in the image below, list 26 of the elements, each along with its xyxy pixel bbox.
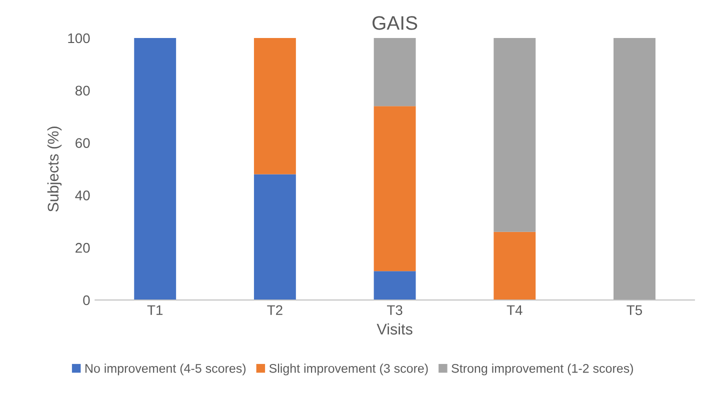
bar — [374, 106, 416, 272]
y-tick-label: 60 — [76, 138, 90, 148]
legend-label: Slight improvement (3 score) — [269, 364, 428, 376]
x-tick-label: T1 — [147, 305, 163, 315]
y-tick-label: 20 — [76, 242, 90, 253]
x-tick-label: T3 — [387, 305, 402, 316]
x-tick-label: T4 — [506, 305, 522, 315]
x-tick-label: T2 — [267, 305, 282, 315]
bar — [134, 38, 176, 300]
chart-title: GAIS — [372, 16, 418, 30]
bar — [374, 38, 416, 106]
bar — [254, 38, 296, 174]
x-tick-label: T5 — [626, 305, 642, 316]
legend-label: Strong improvement (1-2 scores) — [452, 364, 633, 376]
bar — [254, 174, 296, 300]
x-axis-title: Visits — [376, 323, 412, 335]
bar — [494, 38, 536, 232]
bar — [494, 232, 536, 300]
y-tick-label: 0 — [83, 295, 90, 306]
y-tick-label: 80 — [75, 86, 90, 96]
y-tick-label: 100 — [68, 33, 90, 44]
bar — [614, 38, 656, 300]
bar — [374, 271, 416, 300]
y-axis-title: Subjects (%) — [47, 126, 62, 212]
legend-label: No improvement (4-5 scores) — [85, 364, 246, 376]
y-tick-label: 40 — [75, 190, 90, 200]
